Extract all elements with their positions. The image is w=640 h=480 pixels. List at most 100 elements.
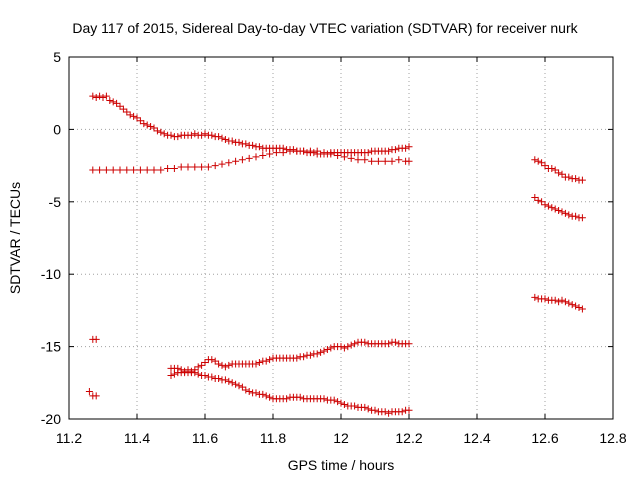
data-point [364, 405, 372, 413]
data-point [293, 354, 301, 362]
data-point [531, 293, 539, 301]
data-point [201, 359, 209, 367]
x-tick-label: 12.2 [395, 430, 422, 446]
data-point [405, 406, 413, 414]
y-tick-label: 5 [53, 49, 61, 65]
data-point [555, 169, 563, 177]
data-point [133, 114, 141, 122]
data-point [340, 401, 348, 409]
data-point [89, 166, 97, 174]
chart-title: Day 117 of 2015, Sidereal Day-to-day VTE… [72, 20, 578, 36]
data-point [310, 149, 318, 157]
data-point [259, 151, 267, 159]
data-point [218, 361, 226, 369]
data-point [191, 130, 199, 138]
y-axis-label: SDTVAR / TECUs [7, 182, 23, 294]
data-point [123, 166, 131, 174]
data-point [153, 127, 161, 135]
data-point [225, 377, 233, 385]
data-point [385, 147, 393, 155]
data-point [262, 392, 270, 400]
data-point [565, 173, 573, 181]
data-point [96, 166, 104, 174]
plot-frame [68, 56, 614, 420]
data-point [126, 111, 134, 119]
data-point [201, 130, 209, 138]
x-tick-label: 11.8 [260, 430, 286, 446]
data-point [252, 360, 260, 368]
data-point [123, 108, 131, 116]
data-point [398, 408, 406, 416]
data-point [198, 361, 206, 369]
y-tick-label: 0 [53, 121, 61, 137]
data-point [228, 379, 236, 387]
data-point [327, 344, 335, 352]
data-point [351, 340, 359, 348]
data-point [334, 398, 342, 406]
data-point [221, 363, 229, 371]
data-point [211, 357, 219, 365]
data-point [558, 208, 566, 216]
data-point [187, 131, 195, 139]
data-point [371, 406, 379, 414]
data-point [374, 157, 382, 165]
data-point [167, 131, 175, 139]
data-point [208, 356, 216, 364]
data-point [561, 209, 569, 217]
data-point [351, 402, 359, 410]
data-point [561, 298, 569, 306]
data-point [245, 387, 253, 395]
data-point [238, 156, 246, 164]
data-point [228, 137, 236, 145]
data-point [150, 166, 158, 174]
data-point [391, 146, 399, 154]
data-point [405, 143, 413, 151]
x-tick-label: 11.4 [124, 430, 150, 446]
data-point [160, 130, 168, 138]
data-point [266, 150, 274, 158]
data-point [204, 163, 212, 171]
data-point [320, 149, 328, 157]
x-tick-label: 12.4 [463, 430, 490, 446]
data-point [249, 141, 257, 149]
data-point [551, 296, 559, 304]
data-point [541, 201, 549, 209]
data-point [116, 102, 124, 110]
data-point [578, 214, 586, 222]
data-point [170, 370, 178, 378]
data-point [286, 147, 294, 155]
data-point [170, 164, 178, 172]
data-point [558, 170, 566, 178]
data-point [119, 105, 127, 113]
data-point [296, 393, 304, 401]
data-point [143, 121, 151, 129]
data-point [320, 347, 328, 355]
data-point [164, 164, 172, 172]
data-point [140, 120, 148, 128]
data-point [218, 134, 226, 142]
data-point [405, 157, 413, 165]
data-point [221, 376, 229, 384]
data-point [368, 157, 376, 165]
data-point [337, 399, 345, 407]
data-point [531, 156, 539, 164]
data-point [106, 96, 114, 104]
data-point [334, 151, 342, 159]
data-point [551, 166, 559, 174]
data-point [538, 159, 546, 167]
x-tick-label: 12 [333, 430, 349, 446]
data-point [361, 156, 369, 164]
data-point [99, 94, 107, 102]
data-point [215, 133, 223, 141]
data-point [572, 302, 580, 310]
series-upper-descending [89, 92, 413, 158]
data-point [136, 166, 144, 174]
y-axis-ticks: 5 0 -5 -10 -15 -20 [41, 49, 613, 427]
data-point [313, 350, 321, 358]
y-tick-label: -10 [41, 266, 61, 282]
data-point [198, 131, 206, 139]
data-point [109, 98, 117, 106]
x-axis-ticks: 11.2 11.4 11.6 11.8 12 12.2 12.4 12.6 12.8 [56, 57, 627, 446]
data-point [531, 193, 539, 201]
